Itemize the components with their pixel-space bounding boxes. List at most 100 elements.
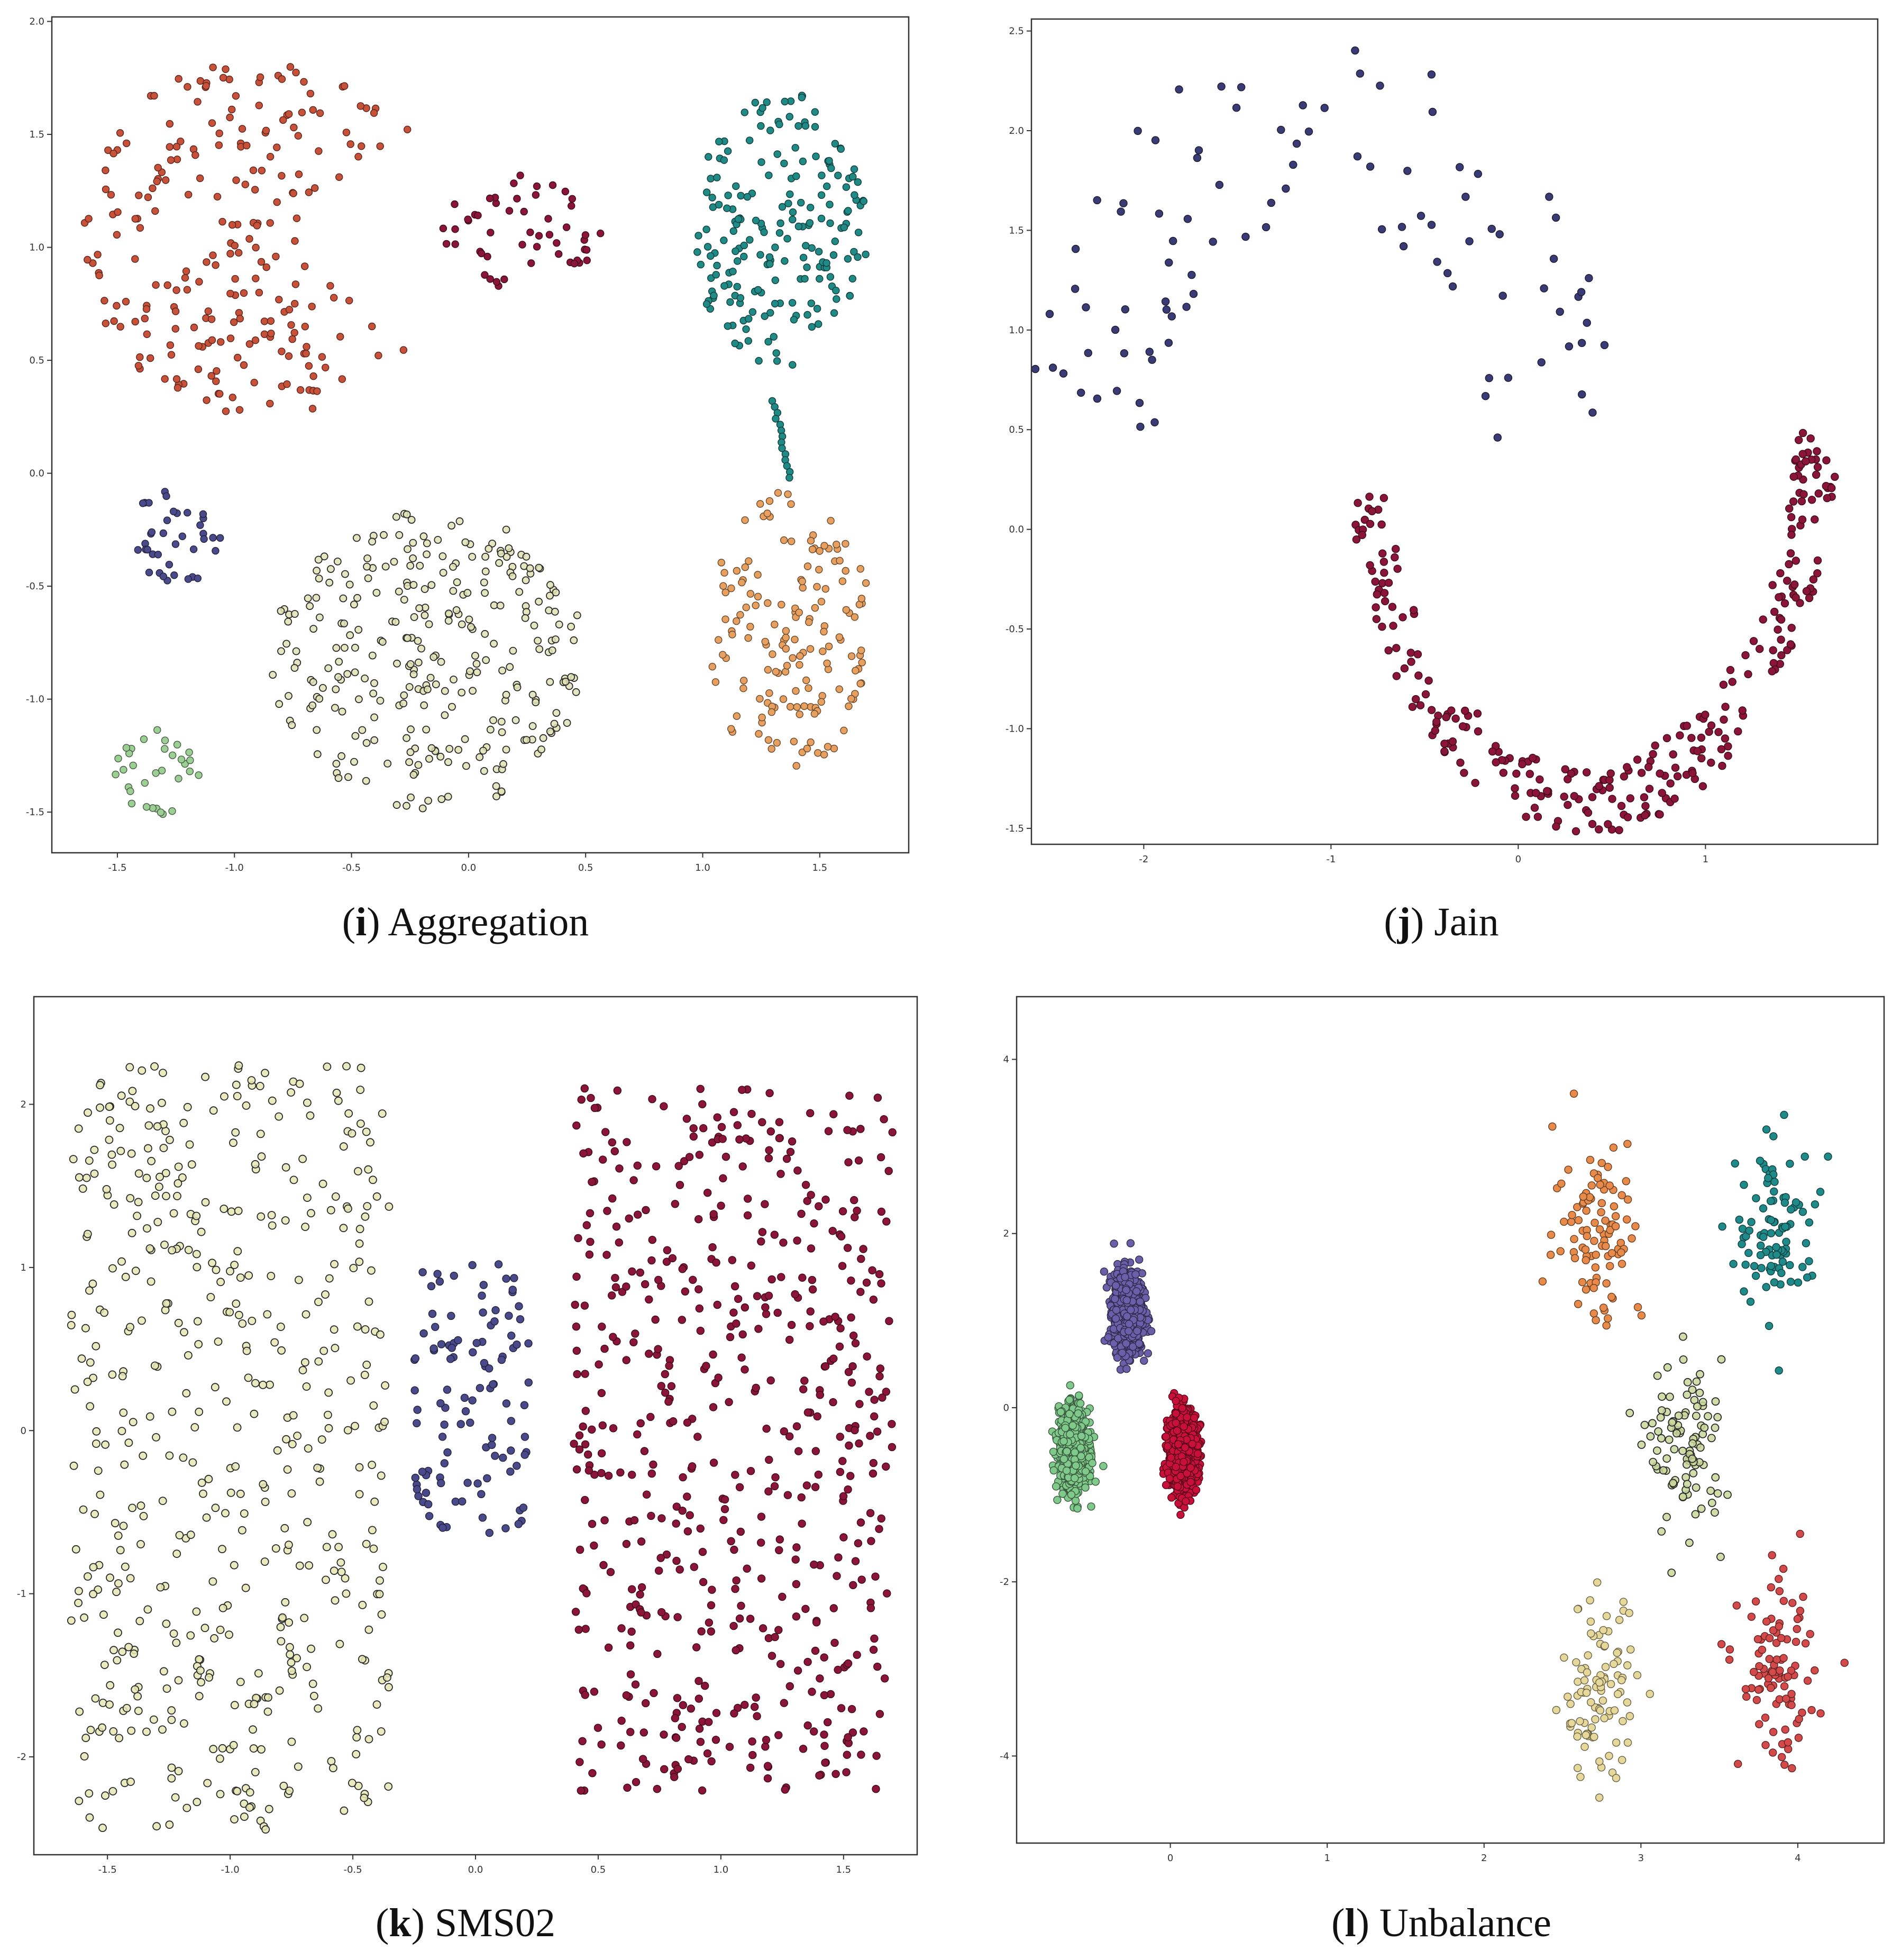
data-point [502,553,511,561]
data-point [355,695,363,704]
data-point [216,1625,225,1634]
data-point [598,1323,606,1331]
data-point [709,1403,718,1411]
data-point [432,680,440,689]
data-point [385,1202,394,1211]
x-tick-label: 1 [1703,854,1708,865]
data-point [173,1191,181,1200]
data-point [341,82,349,90]
data-point [1104,1333,1113,1342]
data-point [1110,1239,1118,1248]
data-point [77,1354,86,1363]
data-point [495,559,503,567]
data-point [787,537,796,545]
data-point [258,167,266,175]
data-point [488,1434,497,1442]
data-point [562,223,571,231]
data-point [1427,70,1436,79]
data-point [788,299,797,307]
data-point [466,667,474,676]
data-point [806,1109,815,1117]
data-point [765,1089,774,1098]
data-point [742,603,750,612]
data-point [216,1278,225,1287]
data-point [1707,721,1716,730]
data-point [1759,615,1767,624]
data-point [315,147,323,155]
data-point [337,752,345,760]
data-point [869,1458,878,1467]
data-point [1122,1296,1131,1305]
data-point [1626,794,1634,803]
data-point [285,1618,293,1627]
data-point [741,1303,750,1312]
data-point [318,353,326,361]
data-point [238,125,246,133]
data-point [1649,750,1657,759]
data-point [1473,709,1482,718]
data-point [1135,399,1144,407]
data-point [784,490,792,498]
data-point [782,627,790,635]
data-point [399,699,408,708]
data-point [567,623,575,631]
data-point [1122,1312,1131,1321]
data-point [293,1654,301,1663]
data-point [196,521,204,529]
data-point [820,751,828,759]
data-point [823,659,831,668]
y-tick-label: 0.0 [1009,524,1024,535]
data-point [173,741,181,749]
data-point [195,342,203,350]
data-point [1799,490,1808,498]
data-point [582,1221,591,1229]
data-point [108,1787,117,1795]
data-point [632,1777,641,1786]
data-point [207,372,215,380]
data-point [303,1098,312,1107]
data-point [303,1663,311,1672]
data-point [228,105,236,114]
data-point [673,1694,682,1702]
data-point [1741,651,1750,660]
data-point [819,1317,828,1326]
data-point [149,804,157,812]
data-point [636,1268,645,1277]
data-point [787,500,795,508]
data-point [251,186,259,194]
data-point [811,604,819,612]
data-point [581,1496,589,1505]
data-point [1721,703,1730,711]
data-point [572,1272,581,1281]
data-point [1670,794,1679,803]
data-point [637,1537,646,1546]
data-point [626,1728,635,1736]
data-point [732,1576,741,1585]
data-point [128,1087,137,1096]
data-point [689,1275,697,1284]
data-point [705,153,712,161]
cluster-5 [134,488,224,585]
data-point [172,1549,181,1558]
data-point [121,1272,130,1281]
data-point [1059,369,1068,378]
data-point [736,294,745,302]
data-point [471,652,479,660]
data-point [458,1497,467,1506]
data-point [506,1467,515,1476]
data-point [1068,1421,1077,1430]
data-point [136,224,144,232]
data-point [856,1518,865,1527]
data-point [717,559,726,567]
data-point [162,1299,171,1308]
data-point [767,745,775,753]
data-point [1570,792,1579,800]
data-point [1640,793,1649,801]
data-point [793,1166,802,1175]
data-point [848,1362,857,1371]
data-point [343,1426,352,1435]
data-point [485,545,493,553]
data-point [421,611,429,619]
data-point [764,599,772,607]
data-point [801,275,809,283]
